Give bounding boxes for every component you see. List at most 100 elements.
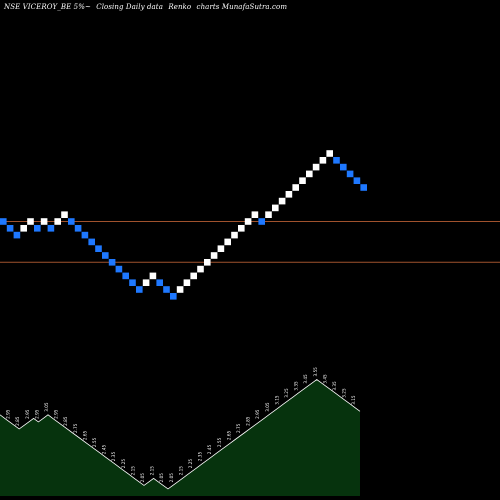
renko-brick bbox=[244, 218, 252, 225]
renko-brick bbox=[183, 279, 191, 286]
renko-brick bbox=[13, 231, 21, 239]
renko-brick bbox=[88, 238, 95, 246]
volume-label: 2.15 bbox=[178, 466, 183, 476]
volume-label: 2.35 bbox=[111, 452, 116, 462]
volume-label: 2.75 bbox=[73, 423, 78, 433]
renko-brick bbox=[204, 259, 211, 266]
renko-brick bbox=[217, 245, 225, 252]
volume-label: 2.55 bbox=[92, 437, 97, 447]
volume-label: 3.25 bbox=[284, 388, 289, 398]
chart-header: NSE VICEROY_BE 5%~ Closing Daily data Re… bbox=[4, 3, 290, 11]
renko-brick bbox=[285, 191, 293, 198]
renko-brick bbox=[265, 211, 272, 218]
renko-brick bbox=[129, 279, 136, 286]
chart-kind-label: Closing Daily data bbox=[96, 3, 163, 11]
volume-label: 2.55 bbox=[217, 437, 222, 447]
renko-brick bbox=[149, 272, 157, 280]
renko-brick bbox=[0, 218, 7, 225]
renko-brick bbox=[176, 286, 184, 293]
renko-brick bbox=[292, 184, 299, 191]
renko-brick bbox=[272, 204, 279, 212]
renko-brick bbox=[68, 218, 75, 225]
volume-label: 2.85 bbox=[15, 416, 20, 426]
renko-brick bbox=[190, 272, 197, 280]
volume-label: 2.05 bbox=[169, 473, 174, 483]
renko-brick bbox=[40, 218, 48, 225]
volume-label: 2.25 bbox=[188, 459, 193, 469]
volume-label: 2.85 bbox=[246, 416, 251, 426]
volume-label: 2.15 bbox=[130, 466, 135, 476]
renko-brick bbox=[95, 245, 102, 252]
renko-brick bbox=[34, 225, 41, 232]
renko-brick bbox=[102, 252, 109, 259]
renko-brick bbox=[170, 293, 177, 300]
volume-label: 2.95 bbox=[255, 409, 260, 419]
volume-label: 2.95 bbox=[54, 409, 59, 419]
renko-brick bbox=[136, 286, 143, 293]
renko-brick bbox=[326, 150, 333, 157]
volume-label: 2.05 bbox=[159, 473, 164, 483]
renko-brick bbox=[74, 225, 82, 232]
renko-brick bbox=[27, 218, 34, 225]
volume-label: 3.45 bbox=[322, 374, 327, 384]
renko-brick bbox=[258, 218, 265, 225]
renko-brick bbox=[54, 218, 61, 225]
renko-brick bbox=[156, 279, 163, 286]
volume-label: 2.45 bbox=[102, 445, 107, 455]
renko-brick bbox=[210, 252, 218, 259]
renko-brick bbox=[312, 163, 320, 171]
volume-label: 2.35 bbox=[198, 452, 203, 462]
renko-bricks bbox=[0, 150, 367, 300]
renko-brick bbox=[163, 286, 170, 293]
volume-label: 3.15 bbox=[274, 395, 279, 405]
volume-label: 2.05 bbox=[140, 473, 145, 483]
renko-brick bbox=[122, 272, 129, 280]
volume-fill bbox=[0, 379, 360, 496]
volume-label: 3.05 bbox=[44, 402, 49, 412]
renko-brick bbox=[333, 157, 340, 164]
renko-brick bbox=[47, 225, 55, 232]
renko-brick bbox=[142, 279, 150, 286]
volume-label: 3.55 bbox=[313, 367, 318, 377]
volume-area bbox=[0, 379, 361, 496]
renko-brick bbox=[353, 177, 361, 184]
renko-brick bbox=[340, 163, 347, 171]
volume-label: 3.05 bbox=[265, 402, 270, 412]
volume-label: 2.65 bbox=[82, 430, 87, 440]
renko-brick bbox=[108, 259, 116, 266]
volume-label: 3.05 bbox=[0, 402, 1, 412]
volume-label: 2.95 bbox=[6, 409, 11, 419]
renko-brick bbox=[299, 177, 306, 184]
renko-brick bbox=[319, 157, 327, 164]
renko-brick bbox=[278, 197, 286, 205]
volume-label: 3.35 bbox=[294, 381, 299, 391]
volume-outline bbox=[0, 379, 361, 490]
volume-label: 2.95 bbox=[34, 409, 39, 419]
renko-brick bbox=[251, 211, 259, 218]
volume-label: 3.15 bbox=[351, 395, 356, 405]
volume-label: 2.95 bbox=[25, 409, 30, 419]
volume-label: 2.15 bbox=[150, 466, 155, 476]
renko-brick bbox=[224, 238, 231, 246]
renko-brick bbox=[81, 231, 89, 239]
symbol-label: NSE VICEROY_BE 5%~ bbox=[4, 3, 91, 11]
volume-label: 3.45 bbox=[303, 374, 308, 384]
volume-label: 2.65 bbox=[226, 430, 231, 440]
volume-label: 3.35 bbox=[332, 381, 337, 391]
renko-brick bbox=[6, 225, 14, 232]
renko-brick bbox=[20, 225, 27, 232]
volume-label: 3.25 bbox=[342, 388, 347, 398]
volume-label: 2.25 bbox=[121, 459, 126, 469]
renko-brick bbox=[197, 265, 204, 273]
volume-labels: 3.05 2.95 2.85 2.95 2.95 3.05 2.95 2.85 2.75 2.65… bbox=[0, 367, 356, 483]
renko-brick bbox=[346, 170, 354, 178]
renko-brick bbox=[231, 231, 238, 239]
renko-brick bbox=[238, 225, 245, 232]
brand-label: charts MunafaSutra.com bbox=[196, 3, 288, 11]
volume-label: 2.45 bbox=[207, 445, 212, 455]
chart-style-label: Renko bbox=[168, 3, 192, 11]
renko-brick bbox=[115, 265, 123, 273]
volume-label: 2.75 bbox=[236, 423, 241, 433]
volume-label: 2.85 bbox=[63, 416, 68, 426]
